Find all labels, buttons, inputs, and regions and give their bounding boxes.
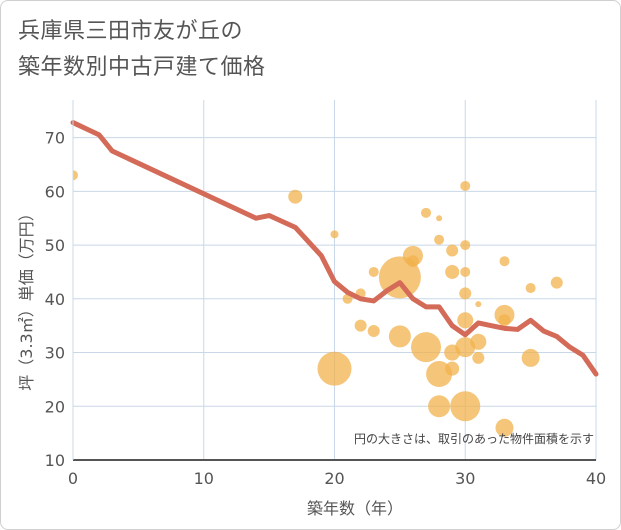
data-bubble[interactable] bbox=[444, 344, 461, 361]
data-bubble[interactable] bbox=[457, 312, 474, 329]
data-bubble[interactable] bbox=[436, 215, 443, 222]
data-bubble[interactable] bbox=[428, 395, 451, 418]
chart-title: 兵庫県三田市友が丘の 築年数別中古戸建て価格 bbox=[18, 14, 266, 86]
data-bubble[interactable] bbox=[354, 319, 367, 332]
data-bubble[interactable] bbox=[459, 287, 472, 300]
data-bubble[interactable] bbox=[330, 230, 339, 239]
x-tick-label: 20 bbox=[324, 469, 344, 488]
data-bubble[interactable] bbox=[472, 351, 485, 364]
x-tick-label: 0 bbox=[68, 469, 78, 488]
x-tick-label: 10 bbox=[194, 469, 214, 488]
data-bubble[interactable] bbox=[367, 325, 380, 338]
data-bubble[interactable] bbox=[521, 348, 540, 367]
data-bubble[interactable] bbox=[288, 189, 303, 204]
y-tick-label: 40 bbox=[45, 290, 65, 309]
y-tick-label: 60 bbox=[45, 182, 65, 201]
y-tick-label: 10 bbox=[45, 451, 65, 470]
bubble-size-note: 円の大きさは、取引のあった物件面積を示す bbox=[354, 431, 594, 446]
data-bubble[interactable] bbox=[406, 255, 419, 268]
data-bubble[interactable] bbox=[317, 351, 352, 386]
data-bubble[interactable] bbox=[499, 256, 510, 267]
average-price-line bbox=[70, 120, 599, 377]
data-bubble[interactable] bbox=[460, 180, 471, 191]
y-tick-label: 50 bbox=[45, 236, 65, 255]
data-bubble[interactable] bbox=[388, 325, 411, 348]
data-bubble[interactable] bbox=[434, 234, 445, 245]
data-bubble[interactable] bbox=[475, 301, 482, 308]
data-bubble[interactable] bbox=[411, 332, 442, 363]
data-bubble[interactable] bbox=[460, 240, 471, 251]
y-tick-label: 20 bbox=[45, 397, 65, 416]
x-tick-label: 30 bbox=[455, 469, 475, 488]
data-bubble[interactable] bbox=[421, 207, 432, 218]
chart-title-line-2: 築年数別中古戸建て価格 bbox=[18, 55, 266, 80]
x-tick-label: 40 bbox=[586, 469, 606, 488]
data-bubble[interactable] bbox=[445, 361, 460, 376]
x-axis-label: 築年数（年） bbox=[307, 499, 403, 518]
data-bubble[interactable] bbox=[495, 418, 514, 437]
data-bubble[interactable] bbox=[446, 244, 459, 257]
data-bubble[interactable] bbox=[455, 337, 476, 358]
y-tick-label: 30 bbox=[45, 344, 65, 363]
data-bubble[interactable] bbox=[550, 276, 563, 289]
bubble-layer bbox=[68, 170, 563, 437]
chart-title-line-1: 兵庫県三田市友が丘の bbox=[18, 19, 244, 44]
data-bubble[interactable] bbox=[368, 266, 379, 277]
data-bubble[interactable] bbox=[450, 391, 481, 422]
data-bubble[interactable] bbox=[498, 314, 511, 327]
data-bubble[interactable] bbox=[470, 333, 487, 350]
data-bubble[interactable] bbox=[68, 170, 78, 181]
y-axis-label: 坪（3.3㎡）単価（万円） bbox=[17, 205, 36, 390]
data-bubble[interactable] bbox=[525, 283, 536, 294]
data-bubble[interactable] bbox=[445, 264, 460, 279]
y-tick-label: 70 bbox=[45, 129, 65, 148]
trend-line-layer bbox=[70, 120, 599, 377]
data-bubble[interactable] bbox=[460, 266, 471, 277]
